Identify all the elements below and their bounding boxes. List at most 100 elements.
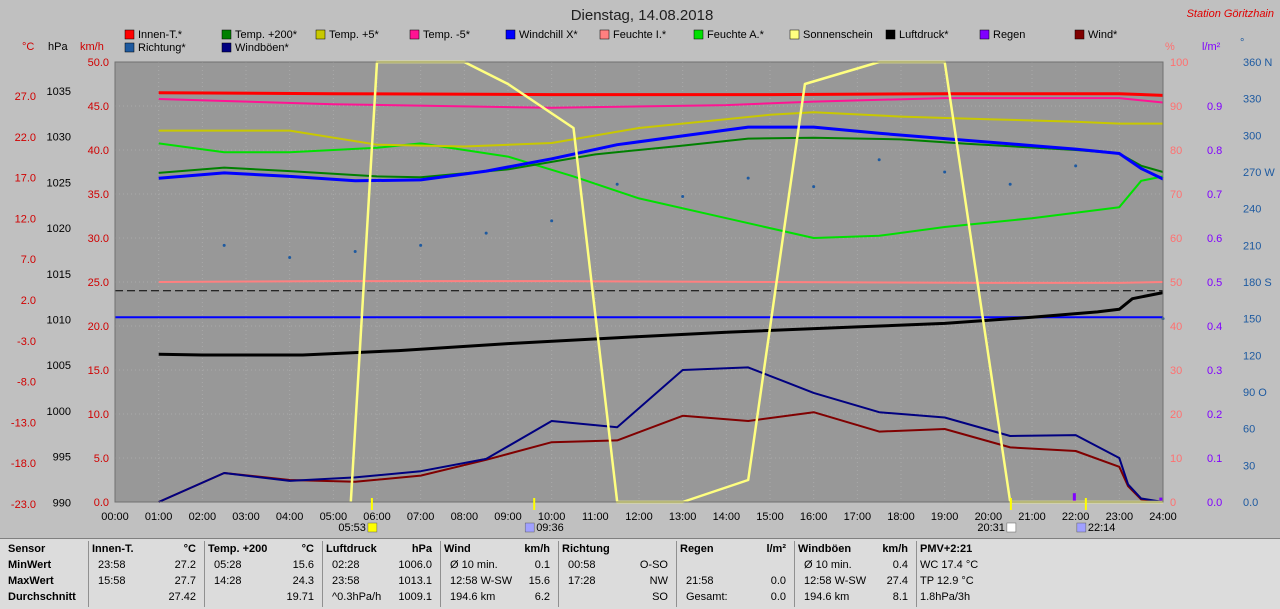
wind-unit-label: km/h — [80, 41, 104, 53]
legend-item: Temp. -5* — [409, 29, 471, 41]
moonrise-marker-time: 22:14 — [1088, 522, 1116, 534]
panel-value: 0.0 — [770, 591, 786, 603]
temp-tick: -23.0 — [11, 499, 36, 511]
sunset-marker-time: 20:31 — [977, 522, 1005, 534]
legend-label: Feuchte I.* — [613, 29, 667, 41]
series-line — [158, 280, 1164, 284]
panel-value: O-SO — [639, 559, 668, 571]
wind-tick: 15.0 — [88, 365, 109, 377]
panel-unit: °C — [183, 543, 196, 555]
pmv-line1: WC 17.4 °C — [920, 559, 979, 571]
time-tick: 08:00 — [451, 511, 479, 523]
wind-tick: 45.0 — [88, 101, 109, 113]
hum-tick: 0 — [1170, 497, 1176, 509]
press-tick: 1020 — [47, 223, 71, 235]
legend-swatch — [221, 42, 232, 53]
series-line — [158, 91, 1164, 97]
hum-tick: 50 — [1170, 277, 1182, 289]
temp-tick: 12.0 — [15, 213, 36, 225]
hum-tick: 90 — [1170, 101, 1182, 113]
series-line — [158, 97, 1164, 109]
time-tick: 11:00 — [582, 511, 609, 523]
panel-time: 02:28 — [332, 559, 360, 571]
dir-tick: 360 N — [1243, 57, 1272, 69]
rain-tick: 0.3 — [1207, 365, 1222, 377]
rain-bar — [1159, 497, 1163, 502]
temp-tick: -3.0 — [17, 336, 36, 348]
hum-tick: 30 — [1170, 365, 1182, 377]
stats-table: Sensor MinWert MaxWert Durchschnitt Inne… — [0, 538, 1280, 609]
rain-tick: 0.4 — [1207, 321, 1222, 333]
axis-units: °C hPa km/h % l/m² ° — [22, 37, 1244, 53]
hum-tick: 100 — [1170, 57, 1188, 69]
wind-tick: 40.0 — [88, 145, 109, 157]
pmv-line3: 1.8hPa/3h — [920, 591, 971, 603]
time-tick: 16:00 — [800, 511, 828, 523]
legend-item: Wind* — [1074, 29, 1118, 41]
legend-label: Temp. +5* — [329, 29, 380, 41]
series-line — [158, 366, 1164, 503]
axis-ticks: 27.0 22.0 17.0 12.0 7.0 2.0 -3.0 -8.0 -13.0 -18.0… — [11, 57, 1275, 523]
wind-tick: 50.0 — [88, 57, 109, 69]
legend-swatch — [505, 29, 516, 40]
time-tick: 04:00 — [276, 511, 304, 523]
time-tick: 05:00 — [320, 511, 348, 523]
stats-panel: Luftdruck hPa 02:28 1006.0 23:58 1013.1 ^0.3hP… — [322, 541, 441, 607]
dir-tick: 180 S — [1243, 277, 1272, 289]
pmv-title: PMV+2:21 — [920, 543, 973, 555]
weather-chart: Dienstag, 14.08.2018 Station Göritzhain … — [10, 7, 1276, 534]
panel-value: NW — [649, 575, 668, 587]
legend-label: Temp. +200* — [235, 29, 298, 41]
panel-time: 14:28 — [214, 575, 242, 587]
temp-tick: -13.0 — [11, 417, 36, 429]
avg-label: Durchschnitt — [8, 591, 76, 603]
legend-swatch — [789, 29, 800, 40]
panel-value: 27.42 — [168, 591, 196, 603]
dir-tick: 240 — [1243, 204, 1261, 216]
pmv-line2: TP 12.9 °C — [920, 575, 974, 587]
series-line — [158, 411, 1164, 503]
sensor-header: Sensor — [8, 543, 46, 555]
panel-title: Innen-T. — [92, 543, 134, 555]
panel-time: 17:28 — [568, 575, 596, 587]
legend-swatch — [409, 29, 420, 40]
legend-label: Windchill X* — [519, 29, 578, 41]
dir-tick: 210 — [1243, 240, 1261, 252]
legend-item: Sonnenschein — [789, 29, 873, 41]
temp-tick: 17.0 — [15, 173, 36, 185]
panel-value: 6.2 — [534, 591, 550, 603]
series-line — [158, 125, 1164, 183]
legend-swatch — [124, 29, 135, 40]
direction-point — [943, 170, 947, 174]
legend-item: Richtung* — [124, 42, 186, 54]
panel-value: 1013.1 — [398, 575, 432, 587]
panel-value: 27.7 — [174, 575, 196, 587]
rain-tick: 0.1 — [1207, 453, 1222, 465]
legend-item: Temp. +200* — [221, 29, 298, 41]
panel-time: 194.6 km — [450, 591, 496, 603]
time-tick: 19:00 — [931, 511, 959, 523]
legend-swatch — [885, 29, 896, 40]
legend: Innen-T.* Temp. +200* Temp. +5* Temp. -5* Wi… — [124, 29, 1118, 54]
dir-tick: 270 W — [1243, 167, 1275, 179]
sunrise-marker-time: 05:53 — [338, 522, 366, 534]
rain-tick: 0.7 — [1207, 189, 1222, 201]
legend-item: Innen-T.* — [124, 29, 183, 41]
press-tick: 990 — [53, 497, 71, 509]
legend-label: Luftdruck* — [899, 29, 949, 41]
station-name: Station Göritzhain — [1187, 8, 1274, 20]
min-label: MinWert — [8, 559, 52, 571]
max-label: MaxWert — [8, 575, 54, 587]
panel-time: 194.6 km — [804, 591, 850, 603]
moonset-marker-icon — [524, 522, 535, 533]
panel-title: Richtung — [562, 543, 610, 555]
panel-value: 19.71 — [286, 591, 314, 603]
stats-panel: Windböen km/h Ø 10 min. 0.4 12:58 W-SW 27.4 19… — [794, 541, 917, 607]
direction-point — [484, 231, 488, 235]
dir-tick: 150 — [1243, 314, 1261, 326]
legend-label: Regen — [993, 29, 1025, 41]
legend-swatch — [315, 29, 326, 40]
legend-item: Temp. +5* — [315, 29, 380, 41]
time-tick: 18:00 — [887, 511, 915, 523]
panel-value: 0.1 — [534, 559, 550, 571]
